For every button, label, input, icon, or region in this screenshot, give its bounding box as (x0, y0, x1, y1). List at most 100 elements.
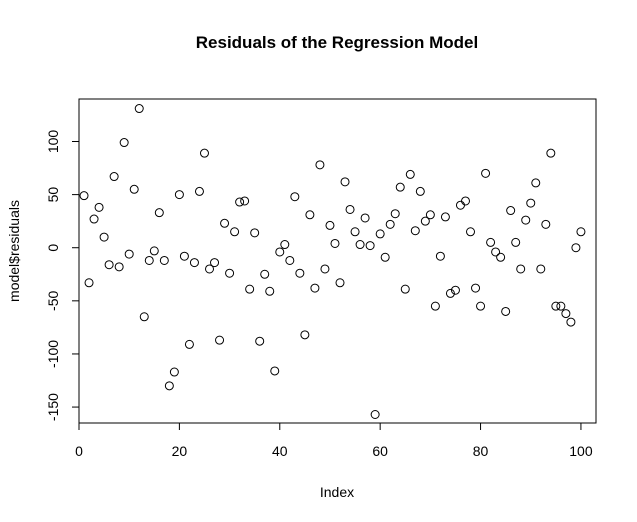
data-point (179, 251, 189, 261)
data-point (330, 238, 340, 248)
data-point (400, 284, 410, 294)
data-point (476, 301, 486, 311)
data-point (506, 206, 516, 216)
data-point (420, 216, 430, 226)
data-point (265, 286, 275, 296)
data-point (496, 252, 506, 262)
data-point (415, 186, 425, 196)
data-point (250, 228, 260, 238)
x-tick-label: 0 (75, 443, 83, 459)
data-point (481, 168, 491, 178)
data-point (310, 283, 320, 293)
x-tick-label: 100 (569, 443, 593, 459)
data-point (445, 288, 455, 298)
data-point (486, 237, 496, 247)
data-point (561, 309, 571, 319)
data-point (285, 255, 295, 265)
data-point (410, 226, 420, 236)
data-point (566, 317, 576, 327)
y-axis-label: model$residuals (6, 200, 22, 302)
chart-title: Residuals of the Regression Model (196, 33, 478, 52)
data-point (139, 312, 149, 322)
data-point (380, 252, 390, 262)
data-point (471, 283, 481, 293)
data-point (455, 200, 465, 210)
y-tick-label: -50 (45, 291, 61, 311)
x-tick-label: 60 (372, 443, 388, 459)
data-point (516, 264, 526, 274)
data-point (385, 219, 395, 229)
data-point (240, 196, 250, 206)
data-point (556, 301, 566, 311)
data-point (430, 301, 440, 311)
x-axis: 0 20 40 60 80 100 (75, 422, 593, 459)
data-point (370, 410, 380, 420)
data-point (531, 178, 541, 188)
data-point (541, 219, 551, 229)
y-tick-label: -150 (45, 393, 61, 421)
data-point (260, 269, 270, 279)
data-point (275, 247, 285, 257)
data-point (99, 232, 109, 242)
x-tick-label: 40 (272, 443, 288, 459)
data-point (571, 243, 581, 253)
data-point (395, 182, 405, 192)
data-point (325, 220, 335, 230)
data-point (405, 169, 415, 179)
data-point (84, 278, 94, 288)
data-point (220, 218, 230, 228)
data-point (184, 339, 194, 349)
data-point (365, 241, 375, 251)
data-point (245, 284, 255, 294)
data-points (79, 104, 586, 420)
data-point (94, 202, 104, 212)
data-point (109, 172, 119, 182)
data-point (124, 249, 134, 259)
data-point (551, 301, 561, 311)
data-point (511, 237, 521, 247)
data-point (79, 191, 89, 201)
data-point (435, 251, 445, 261)
data-point (450, 285, 460, 295)
y-tick-label: 100 (45, 130, 61, 154)
y-tick-label: -100 (45, 340, 61, 368)
y-tick-label: 50 (45, 187, 61, 203)
data-point (210, 258, 220, 268)
data-point (89, 214, 99, 224)
data-point (355, 240, 365, 250)
data-point (460, 196, 470, 206)
y-tick-label: 0 (45, 244, 61, 252)
data-point (466, 227, 476, 237)
x-tick-label: 80 (473, 443, 489, 459)
data-point (230, 227, 240, 237)
data-point (300, 330, 310, 340)
data-point (305, 210, 315, 220)
data-point (199, 148, 209, 158)
data-point (521, 215, 531, 225)
x-tick-label: 20 (172, 443, 188, 459)
data-point (159, 255, 169, 265)
data-point (345, 204, 355, 214)
y-axis: -150 -100 -50 0 50 100 (45, 130, 80, 421)
data-point (235, 197, 245, 207)
data-point (315, 160, 325, 170)
data-point (189, 258, 199, 268)
data-point (149, 246, 159, 256)
data-point (114, 262, 124, 272)
data-point (134, 104, 144, 114)
data-point (375, 229, 385, 239)
data-point (320, 264, 330, 274)
data-point (360, 213, 370, 223)
data-point (205, 264, 215, 274)
data-point (335, 278, 345, 288)
data-point (536, 264, 546, 274)
data-point (425, 210, 435, 220)
data-point (390, 209, 400, 219)
data-point (174, 190, 184, 200)
data-point (440, 212, 450, 222)
data-point (225, 268, 235, 278)
data-point (129, 184, 139, 194)
data-point (546, 148, 556, 158)
x-axis-label: Index (320, 484, 354, 500)
data-point (350, 227, 360, 237)
